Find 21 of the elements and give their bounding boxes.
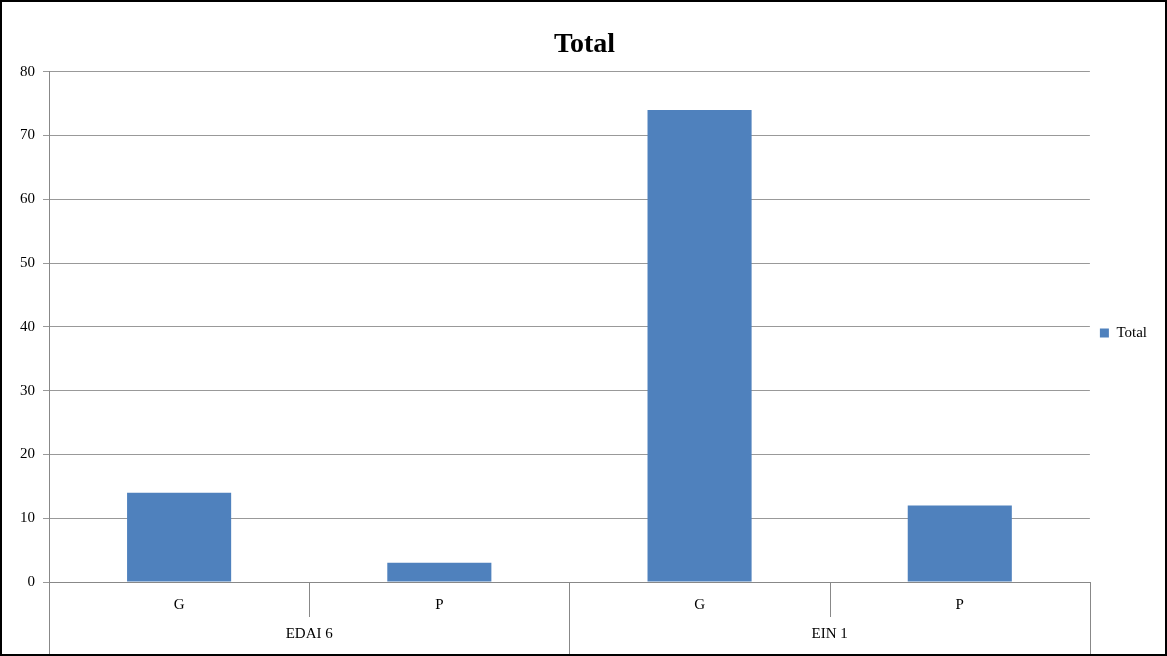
y-tick-label: 10 <box>20 509 35 526</box>
y-tick-label: 70 <box>20 126 35 143</box>
chart-title: Total <box>553 27 616 59</box>
x-tick-label: P <box>435 595 444 612</box>
x-tick-label: G <box>694 595 706 612</box>
text: EIN 1 <box>811 624 848 641</box>
y-tick-label: 60 <box>20 190 35 207</box>
y-tick-label: 0 <box>27 572 35 589</box>
text: EDAI 6 <box>285 624 334 641</box>
bar <box>127 492 232 582</box>
x-tick-label: G <box>173 595 185 612</box>
bar <box>907 505 1012 582</box>
bar <box>647 109 752 582</box>
y-tick-label: 20 <box>20 445 35 462</box>
x-tick-label: P <box>955 595 964 612</box>
y-tick-label: 40 <box>20 317 35 334</box>
y-tick-label: 50 <box>20 253 35 270</box>
legend-label: Total <box>1116 323 1147 340</box>
y-tick-label: 30 <box>20 381 35 398</box>
y-tick-label: 80 <box>20 62 35 79</box>
bar <box>387 562 492 582</box>
